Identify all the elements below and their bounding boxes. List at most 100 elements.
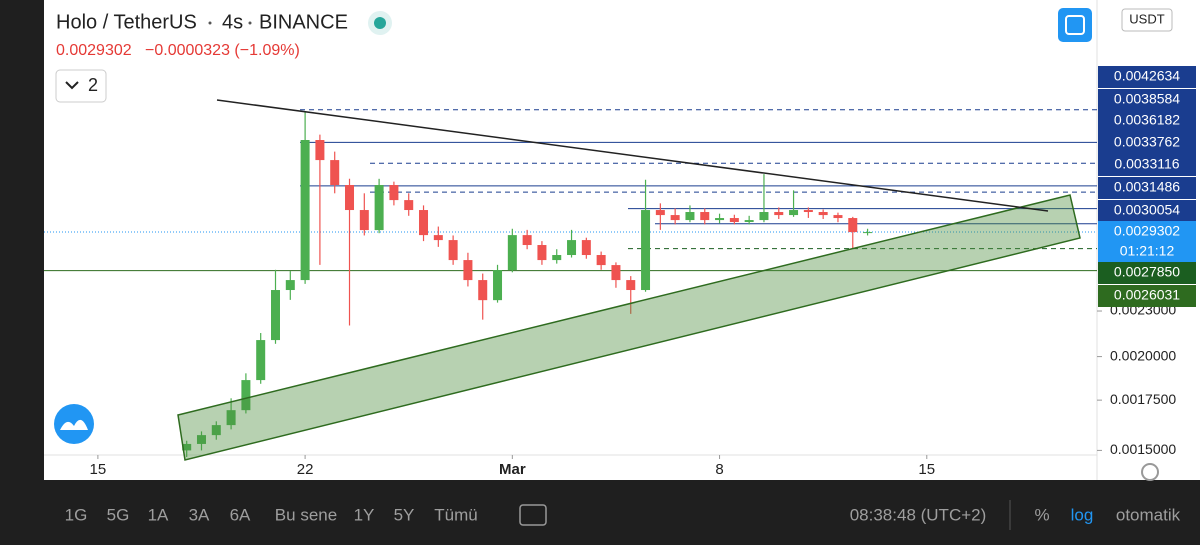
candle-body bbox=[567, 240, 577, 256]
candle-body bbox=[182, 443, 192, 451]
range-button[interactable]: Bu sene bbox=[275, 505, 337, 524]
candle-body bbox=[774, 212, 784, 216]
clock: 08:38:48 (UTC+2) bbox=[850, 505, 987, 524]
screenshot-icon bbox=[1065, 15, 1085, 35]
percent-toggle[interactable]: % bbox=[1034, 505, 1049, 524]
candle-body bbox=[478, 280, 488, 301]
candle-body bbox=[241, 380, 251, 411]
y-tick-label: 0.0020000 bbox=[1110, 347, 1176, 363]
x-tick-label: 15 bbox=[90, 461, 107, 478]
channel-drawing[interactable] bbox=[177, 194, 1081, 461]
candle-body bbox=[285, 280, 295, 291]
range-button[interactable]: 5G bbox=[107, 505, 130, 524]
price-badge-label: 0.0030054 bbox=[1114, 202, 1180, 218]
candle-body bbox=[759, 212, 769, 221]
settings-icon[interactable] bbox=[1141, 463, 1159, 481]
log-toggle[interactable]: log bbox=[1071, 505, 1094, 524]
price-badge-label: 0.0038584 bbox=[1114, 91, 1180, 107]
range-button[interactable]: Tümü bbox=[434, 505, 477, 524]
status-dot bbox=[374, 17, 386, 29]
candle-body bbox=[729, 218, 739, 223]
range-button[interactable]: 6A bbox=[230, 505, 251, 524]
candle-body bbox=[611, 265, 621, 281]
candle-body bbox=[256, 340, 266, 381]
price-badge bbox=[1098, 66, 1196, 88]
candle-body bbox=[641, 210, 651, 291]
price-badge-label: 0.0029302 bbox=[1114, 223, 1180, 239]
candle-body bbox=[271, 290, 281, 341]
price-badge-label: 0.0026031 bbox=[1114, 287, 1180, 303]
candle-body bbox=[626, 280, 636, 291]
auto-toggle[interactable]: otomatik bbox=[1116, 505, 1181, 524]
indicator-count: 2 bbox=[88, 75, 98, 95]
price-badge-label: 0.0033116 bbox=[1114, 156, 1179, 172]
candle-body bbox=[448, 240, 458, 261]
price-badge bbox=[1098, 262, 1196, 284]
screenshot-button[interactable] bbox=[1058, 8, 1092, 42]
countdown: 01:21:12 bbox=[1120, 243, 1175, 259]
candle-body bbox=[507, 235, 517, 271]
candle-body bbox=[818, 212, 828, 216]
candle-body bbox=[300, 140, 310, 281]
candle-body bbox=[833, 215, 843, 219]
candle-body bbox=[744, 220, 754, 223]
price-badge bbox=[1098, 89, 1196, 111]
separator bbox=[248, 21, 252, 25]
price-badge-label: 0.0036182 bbox=[1114, 112, 1180, 128]
range-button[interactable]: 1A bbox=[148, 505, 169, 524]
last-price: 0.0029302 bbox=[56, 42, 132, 59]
price-badge bbox=[1098, 110, 1196, 132]
price-badge-label: 0.0027850 bbox=[1114, 264, 1180, 280]
interval[interactable]: 4s bbox=[222, 11, 243, 33]
candle-body bbox=[226, 410, 236, 426]
price-badge bbox=[1098, 177, 1196, 199]
candle-body bbox=[433, 235, 443, 241]
candle-body bbox=[374, 185, 384, 231]
price-badge-label: 0.0033762 bbox=[1114, 134, 1180, 150]
candle-body bbox=[359, 210, 369, 231]
indicator-toggle[interactable] bbox=[55, 69, 107, 103]
price-badge-label: 0.0042634 bbox=[1114, 68, 1180, 84]
separator bbox=[208, 21, 212, 25]
chevron-icon bbox=[65, 81, 79, 90]
x-tick-label: 15 bbox=[918, 461, 935, 478]
candle-body bbox=[419, 210, 429, 236]
candle-body bbox=[404, 200, 414, 211]
range-button[interactable]: 1Y bbox=[354, 505, 375, 524]
legend-backdrop bbox=[44, 0, 314, 64]
x-tick-label: 8 bbox=[715, 461, 723, 478]
price-badge-label: 0.0031486 bbox=[1114, 179, 1180, 195]
candle-body bbox=[685, 212, 695, 221]
goto-date-icon[interactable] bbox=[519, 504, 547, 526]
range-button[interactable]: 1G bbox=[65, 505, 88, 524]
symbol[interactable]: Holo / TetherUS bbox=[56, 11, 197, 33]
candle-body bbox=[715, 218, 725, 221]
candle-body bbox=[552, 255, 562, 261]
tv-logo[interactable] bbox=[54, 404, 94, 444]
x-tick-label: 22 bbox=[297, 461, 314, 478]
candle-body bbox=[196, 435, 206, 444]
candle-body bbox=[537, 245, 547, 261]
candle-body bbox=[670, 215, 680, 221]
trend-line[interactable] bbox=[216, 99, 1049, 212]
countdown-badge bbox=[1098, 242, 1196, 262]
price-badge bbox=[1098, 285, 1196, 307]
currency-box[interactable] bbox=[1121, 8, 1173, 32]
candle-body bbox=[596, 255, 606, 266]
tv-logo-mark bbox=[60, 419, 88, 430]
range-button[interactable]: 5Y bbox=[394, 505, 415, 524]
x-tick-label: Mar bbox=[499, 461, 526, 478]
candle-body bbox=[848, 218, 858, 233]
candle-body bbox=[463, 260, 473, 281]
exchange[interactable]: BINANCE bbox=[259, 11, 348, 33]
candle-body bbox=[211, 425, 221, 436]
y-tick-label: 0.0015000 bbox=[1110, 441, 1176, 457]
candle-body bbox=[700, 212, 710, 221]
range-button[interactable]: 3A bbox=[189, 505, 210, 524]
price-badge bbox=[1098, 200, 1196, 222]
y-tick-label: 0.0017500 bbox=[1110, 391, 1176, 407]
candle-body bbox=[330, 160, 340, 186]
candle-body bbox=[789, 210, 799, 216]
candle-body bbox=[581, 240, 591, 256]
